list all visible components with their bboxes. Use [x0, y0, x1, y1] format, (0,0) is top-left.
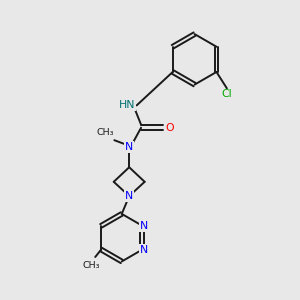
Text: N: N [140, 221, 148, 231]
Text: Cl: Cl [222, 89, 232, 99]
Text: CH₃: CH₃ [97, 128, 114, 137]
Text: N: N [125, 142, 133, 152]
Text: N: N [125, 191, 133, 201]
Text: O: O [165, 123, 174, 133]
Text: N: N [140, 244, 148, 255]
Text: HN: HN [118, 100, 135, 110]
Text: CH₃: CH₃ [82, 260, 100, 269]
